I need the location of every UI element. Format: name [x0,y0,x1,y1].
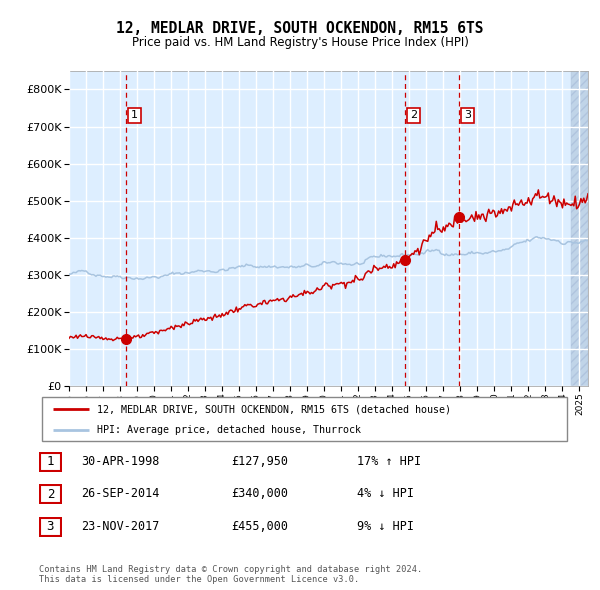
Text: 26-SEP-2014: 26-SEP-2014 [81,487,160,500]
Text: 2: 2 [47,488,54,501]
Bar [571,71,588,386]
Text: £340,000: £340,000 [231,487,288,500]
Text: £127,950: £127,950 [231,455,288,468]
Text: Price paid vs. HM Land Registry's House Price Index (HPI): Price paid vs. HM Land Registry's House … [131,36,469,49]
Text: 3: 3 [464,110,471,120]
Text: 9% ↓ HPI: 9% ↓ HPI [357,520,414,533]
Text: 12, MEDLAR DRIVE, SOUTH OCKENDON, RM15 6TS (detached house): 12, MEDLAR DRIVE, SOUTH OCKENDON, RM15 6… [97,405,451,414]
Text: £455,000: £455,000 [231,520,288,533]
Text: 3: 3 [47,520,54,533]
FancyBboxPatch shape [40,486,61,503]
Text: HPI: Average price, detached house, Thurrock: HPI: Average price, detached house, Thur… [97,425,361,435]
FancyBboxPatch shape [40,518,61,536]
Text: This data is licensed under the Open Government Licence v3.0.: This data is licensed under the Open Gov… [39,575,359,584]
Text: 17% ↑ HPI: 17% ↑ HPI [357,455,421,468]
Text: 1: 1 [131,110,138,120]
FancyBboxPatch shape [40,453,61,471]
Text: 23-NOV-2017: 23-NOV-2017 [81,520,160,533]
Text: 30-APR-1998: 30-APR-1998 [81,455,160,468]
Text: 2: 2 [410,110,417,120]
Text: 12, MEDLAR DRIVE, SOUTH OCKENDON, RM15 6TS: 12, MEDLAR DRIVE, SOUTH OCKENDON, RM15 6… [116,21,484,36]
Text: Contains HM Land Registry data © Crown copyright and database right 2024.: Contains HM Land Registry data © Crown c… [39,565,422,575]
Text: 4% ↓ HPI: 4% ↓ HPI [357,487,414,500]
Text: 1: 1 [47,455,54,468]
FancyBboxPatch shape [42,397,567,441]
